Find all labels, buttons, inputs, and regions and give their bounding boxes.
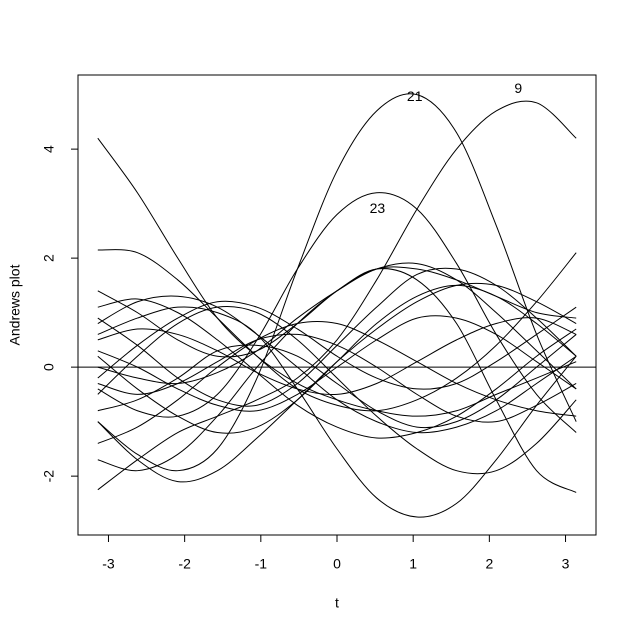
y-tick-label: 4 [41,145,57,153]
andrews-curve [97,305,577,475]
y-tick-label: -2 [41,470,57,483]
annotation: 23 [370,200,386,216]
x-axis-label: t [335,595,339,611]
andrews-curve [97,306,577,518]
annotation: 21 [407,88,423,104]
andrews-curve [97,262,577,390]
annotation: 9 [514,80,522,96]
andrews-curve [97,100,577,491]
andrews-curve [97,300,577,390]
y-axis-label: Andrews plot [7,264,23,345]
x-tick-label: 1 [409,556,417,572]
x-tick-label: -1 [255,556,268,572]
andrews-curve [97,137,577,417]
y-tick-label: 0 [41,363,57,371]
x-tick-label: 3 [562,556,570,572]
x-tick-label: 0 [333,556,341,572]
andrews-curve [97,249,577,412]
x-tick-label: 2 [485,556,493,572]
andrews-curve [97,298,577,439]
x-tick-label: -2 [178,556,191,572]
andrews-curve [97,317,577,396]
y-tick-label: 2 [41,254,57,262]
andrews-curve [97,284,577,434]
andrews-curve [97,295,577,434]
andrews-curve [97,267,577,407]
x-tick-label: -3 [102,556,115,572]
andrews-curve [97,93,577,472]
andrews-curve [97,315,577,412]
